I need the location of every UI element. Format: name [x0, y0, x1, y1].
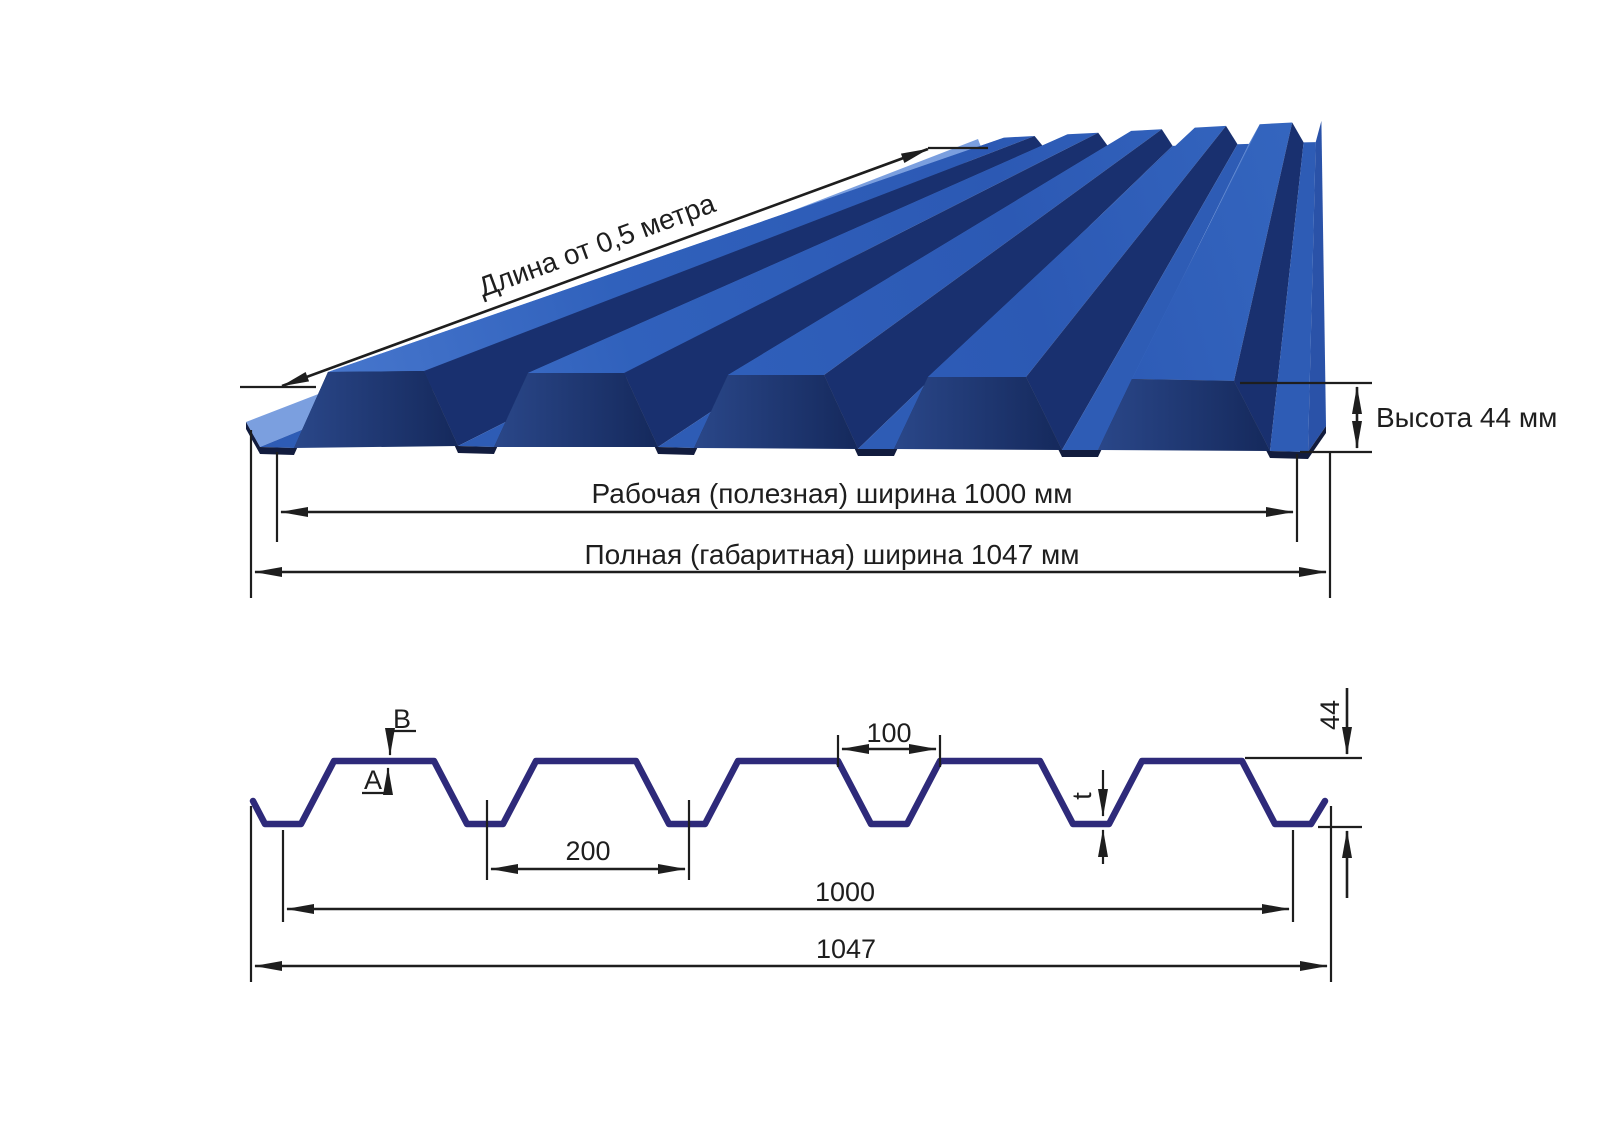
sheet-surface-fl [928, 125, 1226, 378]
label-a: A [364, 765, 382, 795]
dim1000-label: 1000 [815, 877, 875, 907]
height-dimension-label: Высота 44 мм [1376, 402, 1557, 433]
dim200-label: 200 [565, 836, 610, 866]
sheet-surface-fl [1132, 122, 1293, 381]
sheet-surface-val [1270, 142, 1316, 452]
profile-polyline [249, 757, 1329, 828]
dim1047-label: 1047 [816, 934, 876, 964]
sheet-surface-lipr [1308, 120, 1326, 453]
dim100-label: 100 [866, 718, 911, 748]
dim44-label: 44 [1315, 700, 1345, 730]
rib-front-face [494, 373, 658, 447]
sheet-surface-dn [1026, 125, 1238, 451]
length-dimension-line [281, 147, 929, 388]
rib-front-face [894, 377, 1062, 450]
overall-width-label: Полная (габаритная) ширина 1047 мм [585, 539, 1080, 570]
label-t: t [1067, 792, 1097, 800]
rib-front-face [1098, 379, 1270, 451]
rib-front-face [294, 371, 458, 448]
sheet-surface-val [1062, 143, 1249, 450]
rib-front-face [694, 375, 858, 449]
label-b: B [393, 704, 411, 734]
working-width-label: Рабочая (полезная) ширина 1000 мм [592, 478, 1073, 509]
cross-section-figure: B A 100 t 44 200 1000 1047 [249, 688, 1362, 982]
sheet-surface-dn [1234, 122, 1304, 451]
sheet-3d [246, 120, 1326, 459]
